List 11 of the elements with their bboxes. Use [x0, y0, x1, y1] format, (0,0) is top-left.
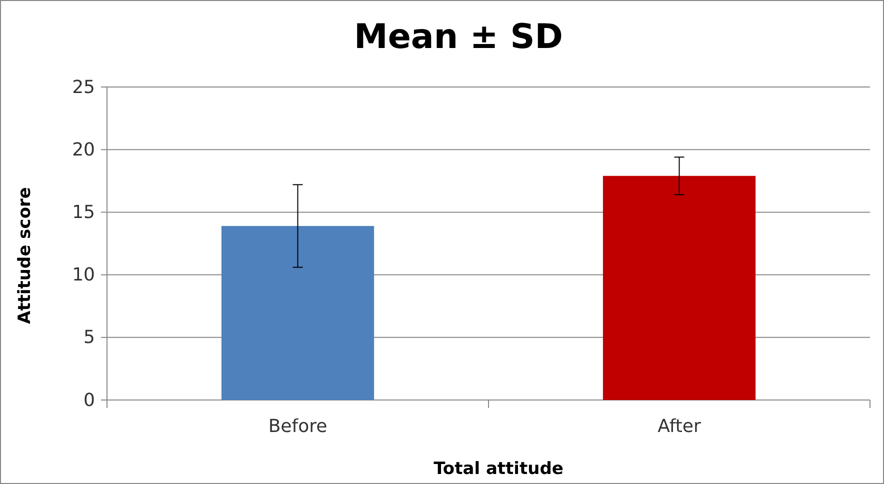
- y-axis-title: Attitude score: [15, 187, 35, 324]
- y-tick-label: 20: [72, 139, 95, 160]
- y-tick-label: 15: [72, 202, 95, 223]
- x-tick-label: Before: [268, 416, 328, 437]
- x-axis-title: Total attitude: [434, 459, 564, 479]
- chart-title: Mean ± SD: [354, 17, 563, 57]
- y-tick-label: 0: [84, 390, 95, 411]
- y-tick-label: 10: [72, 264, 95, 286]
- y-tick-label: 5: [84, 327, 95, 348]
- y-tick-label: 25: [72, 76, 95, 98]
- x-tick-label: After: [658, 416, 702, 437]
